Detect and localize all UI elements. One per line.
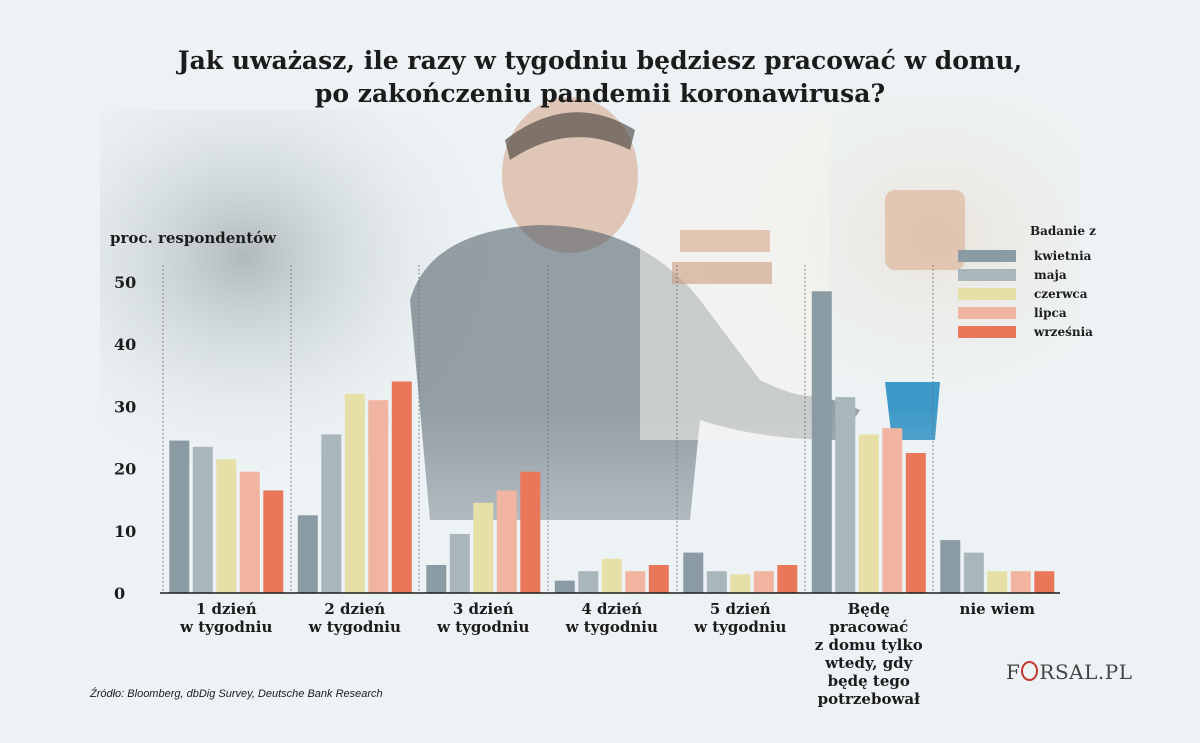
category-label-line: w tygodniu [694, 618, 787, 636]
legend-item: czerwca [958, 284, 1096, 303]
category-label-line: Będę pracować [829, 600, 909, 636]
bar-lipca-0 [239, 471, 260, 593]
bar-kwietnia-1 [297, 515, 318, 594]
legend: Badanie z kwietnia maja czerwca lipca wrześn… [958, 224, 1096, 341]
category-label-line: 3 dzień [452, 600, 514, 618]
bar-września-4 [777, 565, 798, 593]
bar-czerwca-0 [216, 459, 237, 593]
category-label-line: potrzebował [817, 690, 920, 708]
legend-swatch [958, 325, 1016, 338]
legend-label: maja [1034, 267, 1067, 282]
category-label: 1 dzień w tygodniu [163, 600, 289, 636]
category-separators [162, 265, 934, 593]
category-label-line: 2 dzień [324, 600, 386, 618]
legend-swatch [958, 268, 1016, 281]
legend-item: lipca [958, 303, 1096, 322]
bar-września-0 [263, 490, 284, 593]
y-tick-label: 30 [114, 397, 136, 416]
category-label: 4 dzień w tygodniu [549, 600, 675, 636]
bar-lipca-3 [625, 571, 646, 593]
bar-maja-5 [835, 397, 856, 593]
bar-kwietnia-2 [426, 565, 447, 593]
category-label-line: 1 dzień [195, 600, 257, 618]
y-tick-label: 20 [114, 460, 136, 479]
chart-title-line-1: Jak uważasz, ile razy w tygodniu będzies… [177, 46, 1023, 75]
bar-czerwca-1 [344, 394, 365, 593]
legend-label: lipca [1034, 305, 1067, 320]
category-label-line: 4 dzień [581, 600, 643, 618]
y-tick-label: 0 [114, 584, 125, 603]
bar-maja-2 [449, 533, 470, 593]
bar-czerwca-2 [473, 502, 494, 593]
legend-swatch [958, 287, 1016, 300]
category-label: 5 dzień w tygodniu [677, 600, 803, 636]
bar-września-5 [905, 453, 926, 593]
legend-title: Badanie z [1030, 224, 1096, 238]
category-label-line: z domu tylko [814, 636, 923, 654]
bar-maja-1 [321, 434, 342, 593]
legend-item: maja [958, 265, 1096, 284]
legend-label: września [1034, 324, 1093, 339]
bar-czerwca-4 [730, 574, 751, 593]
legend-items: kwietnia maja czerwca lipca września [958, 246, 1096, 341]
bar-maja-4 [706, 571, 727, 593]
forsal-logo: F RSAL.PL [1006, 660, 1132, 684]
bar-kwietnia-3 [554, 580, 575, 593]
bar-maja-3 [578, 571, 599, 593]
category-label-line: wtedy, gdy [825, 654, 913, 672]
logo-text-right: RSAL.PL [1039, 660, 1133, 684]
bar-lipca-6 [1010, 571, 1031, 593]
bar-czerwca-6 [987, 571, 1008, 593]
bar-lipca-1 [368, 400, 389, 593]
category-label: 2 dzień w tygodniu [292, 600, 418, 636]
y-axis-ticks: 0 10 20 30 40 50 [114, 273, 136, 603]
y-axis-label: proc. respondentów [110, 229, 277, 247]
category-label-line: w tygodniu [565, 618, 658, 636]
source-note: Źródło: Bloomberg, dbDig Survey, Deutsch… [90, 688, 383, 700]
bars [169, 291, 1055, 594]
bar-lipca-4 [753, 571, 774, 593]
legend-swatch [958, 306, 1016, 319]
bar-kwietnia-0 [169, 440, 190, 593]
category-label: nie wiem [934, 600, 1060, 618]
bar-kwietnia-4 [683, 552, 704, 593]
bar-czerwca-3 [601, 558, 622, 593]
category-label: 3 dzień w tygodniu [420, 600, 546, 636]
bar-września-2 [520, 471, 541, 593]
y-tick-label: 10 [114, 522, 136, 541]
category-label-line: będę tego [827, 672, 910, 690]
legend-item: września [958, 322, 1096, 341]
category-label: Będę pracować z domu tylko wtedy, gdy będę … [806, 600, 932, 708]
bar-czerwca-5 [858, 434, 879, 593]
legend-swatch [958, 249, 1016, 262]
category-label-line: w tygodniu [180, 618, 273, 636]
bar-kwietnia-5 [811, 291, 832, 593]
chart-title-line-2: po zakończeniu pandemii koronawirusa? [314, 79, 886, 108]
chart-title: Jak uważasz, ile razy w tygodniu będzies… [0, 44, 1200, 110]
category-label-line: 5 dzień [709, 600, 771, 618]
y-tick-label: 50 [114, 273, 136, 292]
y-tick-label: 40 [114, 335, 136, 354]
logo-text-left: F [1006, 660, 1021, 684]
bar-lipca-5 [882, 428, 903, 593]
category-label-line: w tygodniu [437, 618, 530, 636]
bar-września-1 [391, 381, 412, 593]
legend-label: kwietnia [1034, 248, 1092, 263]
bar-maja-0 [192, 446, 213, 593]
legend-item: kwietnia [958, 246, 1096, 265]
bar-lipca-2 [496, 490, 517, 593]
bar-września-3 [648, 565, 669, 593]
bar-maja-6 [963, 552, 984, 593]
bar-września-6 [1034, 571, 1055, 593]
logo-mark-icon [1021, 661, 1039, 681]
category-label-line: nie wiem [959, 600, 1035, 618]
bar-kwietnia-6 [940, 540, 961, 593]
category-label-line: w tygodniu [308, 618, 401, 636]
legend-label: czerwca [1034, 286, 1088, 301]
